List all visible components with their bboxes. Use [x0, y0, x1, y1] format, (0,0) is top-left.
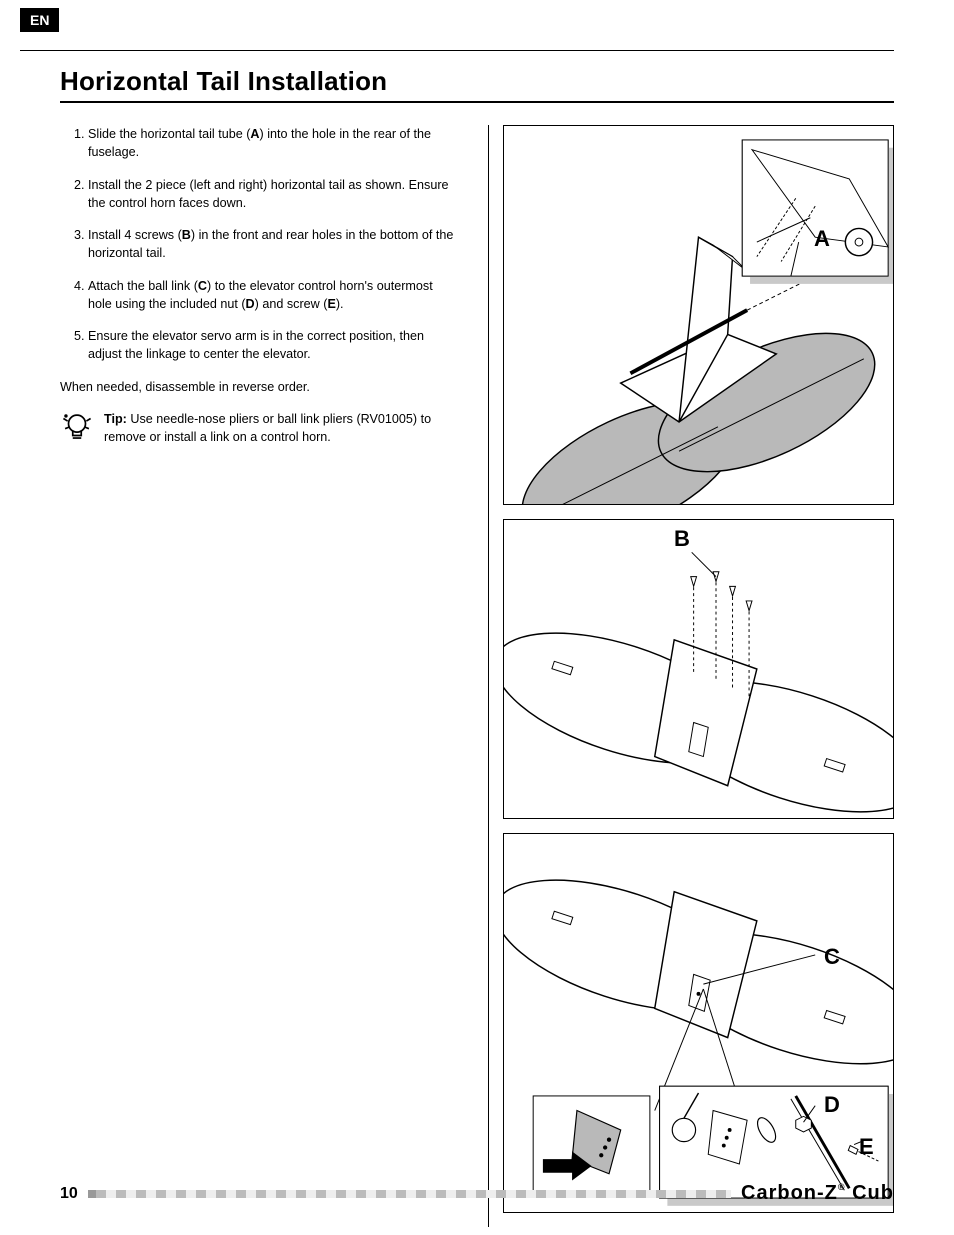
figure-2: B [503, 519, 894, 819]
step-5: Ensure the elevator servo arm is in the … [88, 327, 460, 364]
text-column: Slide the horizontal tail tube (A) into … [60, 125, 460, 1227]
figure-3: C D E [503, 833, 894, 1213]
figure-3-label-c: C [824, 944, 840, 970]
page-footer: 10 Carbon-Z® Cub [60, 1182, 894, 1205]
lightbulb-icon [60, 410, 94, 449]
figure-1-label-a: A [814, 226, 830, 252]
figure-3-label-e: E [859, 1134, 874, 1160]
step-3: Install 4 screws (B) in the front and re… [88, 226, 460, 263]
top-rule [20, 50, 894, 51]
step-1: Slide the horizontal tail tube (A) into … [88, 125, 460, 162]
product-brand: Carbon-Z® Cub [741, 1182, 894, 1205]
figure-2-label-b: B [674, 526, 690, 552]
language-tab: EN [20, 8, 59, 32]
tip-block: Tip: Use needle-nose pliers or ball link… [60, 410, 460, 449]
figure-1: A [503, 125, 894, 505]
section-title: Horizontal Tail Installation [60, 66, 894, 103]
step-2: Install the 2 piece (left and right) hor… [88, 176, 460, 213]
tip-text: Tip: Use needle-nose pliers or ball link… [104, 410, 460, 447]
steps-list: Slide the horizontal tail tube (A) into … [60, 125, 460, 364]
disassembly-note: When needed, disassemble in reverse orde… [60, 378, 460, 396]
figure-3-label-d: D [824, 1092, 840, 1118]
footer-ornament [88, 1190, 731, 1198]
figure-column: A [488, 125, 894, 1227]
page-number: 10 [60, 1185, 78, 1203]
step-4: Attach the ball link (C) to the elevator… [88, 277, 460, 314]
